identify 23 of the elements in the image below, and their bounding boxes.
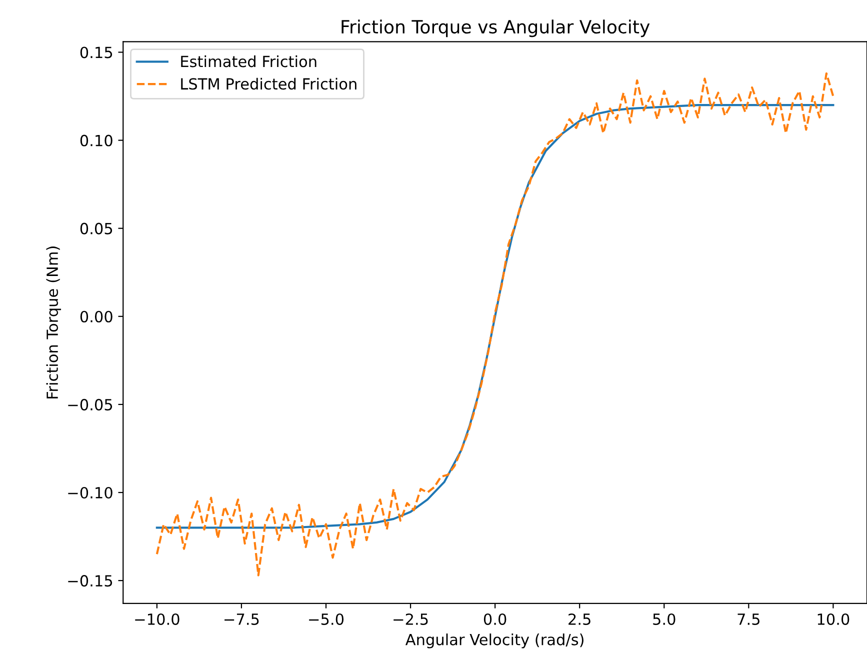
y-axis-title: Friction Torque (Nm) [46, 246, 62, 398]
x-axis-title: Angular Velocity (rad/s) [405, 634, 584, 648]
line-series [156, 104, 834, 529]
y-tick-label: 0.05 [80, 222, 112, 234]
x-tick-label: −7.5 [224, 614, 259, 626]
x-tick-label: −10.0 [135, 613, 180, 626]
y-tick-label: −0.15 [68, 575, 112, 587]
x-tick-label: −5.0 [309, 613, 344, 626]
y-tick-label: −0.10 [68, 486, 112, 499]
x-tick-label: 5.0 [653, 613, 676, 626]
y-tick-label: 0.15 [80, 46, 112, 58]
x-tick-label: 10.0 [818, 613, 850, 626]
x-tick-label: 2.5 [568, 613, 590, 626]
line-series [156, 72, 834, 576]
chart-title: Friction Torque vs Angular Velocity [342, 20, 650, 38]
x-tick-label: 7.5 [738, 614, 760, 626]
y-tick-label: −0.05 [68, 398, 112, 410]
x-tick-label: 0.0 [484, 613, 506, 626]
y-tick-label: 0.10 [80, 134, 112, 146]
y-tick-label: 0.00 [80, 310, 112, 322]
legend-label: LSTM Predicted Friction [181, 78, 356, 90]
x-tick-label: −2.5 [394, 613, 428, 626]
legend-label: Estimated Friction [181, 55, 316, 68]
